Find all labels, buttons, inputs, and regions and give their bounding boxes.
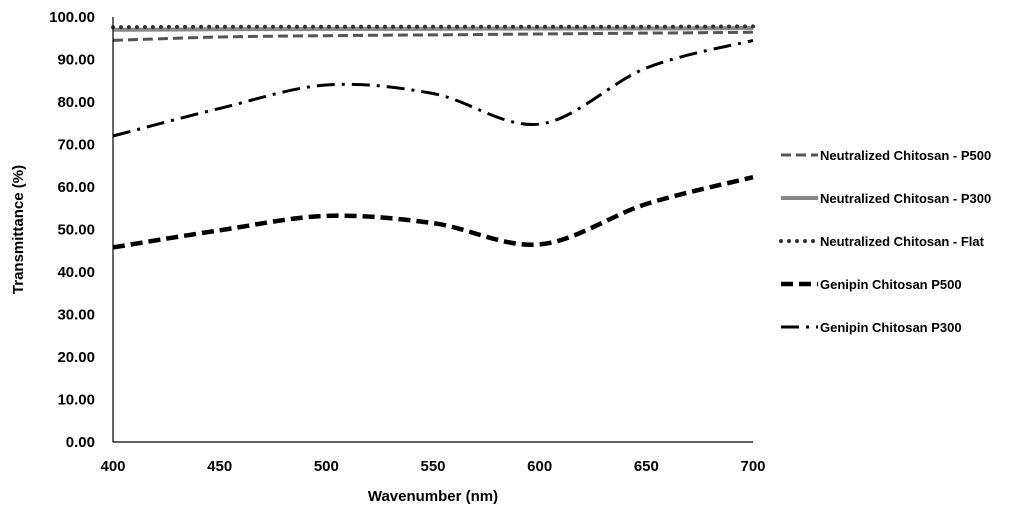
legend-label-2: Neutralized Chitosan - P300 bbox=[820, 191, 991, 206]
y-tick-label: 40.00 bbox=[57, 264, 95, 281]
y-tick-label: 0.00 bbox=[66, 434, 95, 451]
series-line-1 bbox=[112, 30, 754, 42]
y-tick-label: 50.00 bbox=[57, 222, 95, 239]
x-tick-label: 400 bbox=[100, 458, 125, 475]
legend: Neutralized Chitosan - P500 Neutralized C… bbox=[779, 148, 991, 335]
x-axis-title: Wavenumber (nm) bbox=[368, 488, 498, 505]
x-tick-label: 700 bbox=[740, 458, 765, 475]
series-line-2 bbox=[112, 26, 754, 32]
y-tick-label: 20.00 bbox=[57, 349, 95, 366]
legend-label-5: Genipin Chitosan P300 bbox=[820, 320, 962, 335]
y-tick-label: 80.00 bbox=[57, 94, 95, 111]
series-line-4 bbox=[112, 175, 754, 250]
legend-label-1: Neutralized Chitosan - P500 bbox=[820, 148, 991, 163]
series-line-5 bbox=[112, 38, 754, 138]
y-tick-label: 100.00 bbox=[49, 9, 95, 26]
y-tick-label: 10.00 bbox=[57, 392, 95, 409]
x-tick-label: 450 bbox=[207, 458, 232, 475]
legend-label-3: Neutralized Chitosan - Flat bbox=[820, 234, 985, 249]
x-tick-labels: 400 450 500 550 600 650 700 bbox=[100, 458, 765, 475]
x-tick-label: 600 bbox=[527, 458, 552, 475]
y-tick-labels: 0.00 10.00 20.00 30.00 40.00 50.00 60.00 70.00 8… bbox=[49, 9, 95, 451]
y-tick-label: 30.00 bbox=[57, 307, 95, 324]
plot-lines bbox=[111, 24, 755, 250]
legend-label-4: Genipin Chitosan P500 bbox=[820, 277, 962, 292]
y-axis-title: Transmittance (%) bbox=[10, 165, 27, 294]
y-tick-label: 60.00 bbox=[57, 179, 95, 196]
x-tick-label: 650 bbox=[634, 458, 659, 475]
y-tick-label: 90.00 bbox=[57, 52, 95, 69]
series-line-3 bbox=[111, 24, 755, 30]
x-tick-label: 550 bbox=[420, 458, 445, 475]
x-tick-label: 500 bbox=[314, 458, 339, 475]
y-tick-label: 70.00 bbox=[57, 137, 95, 154]
